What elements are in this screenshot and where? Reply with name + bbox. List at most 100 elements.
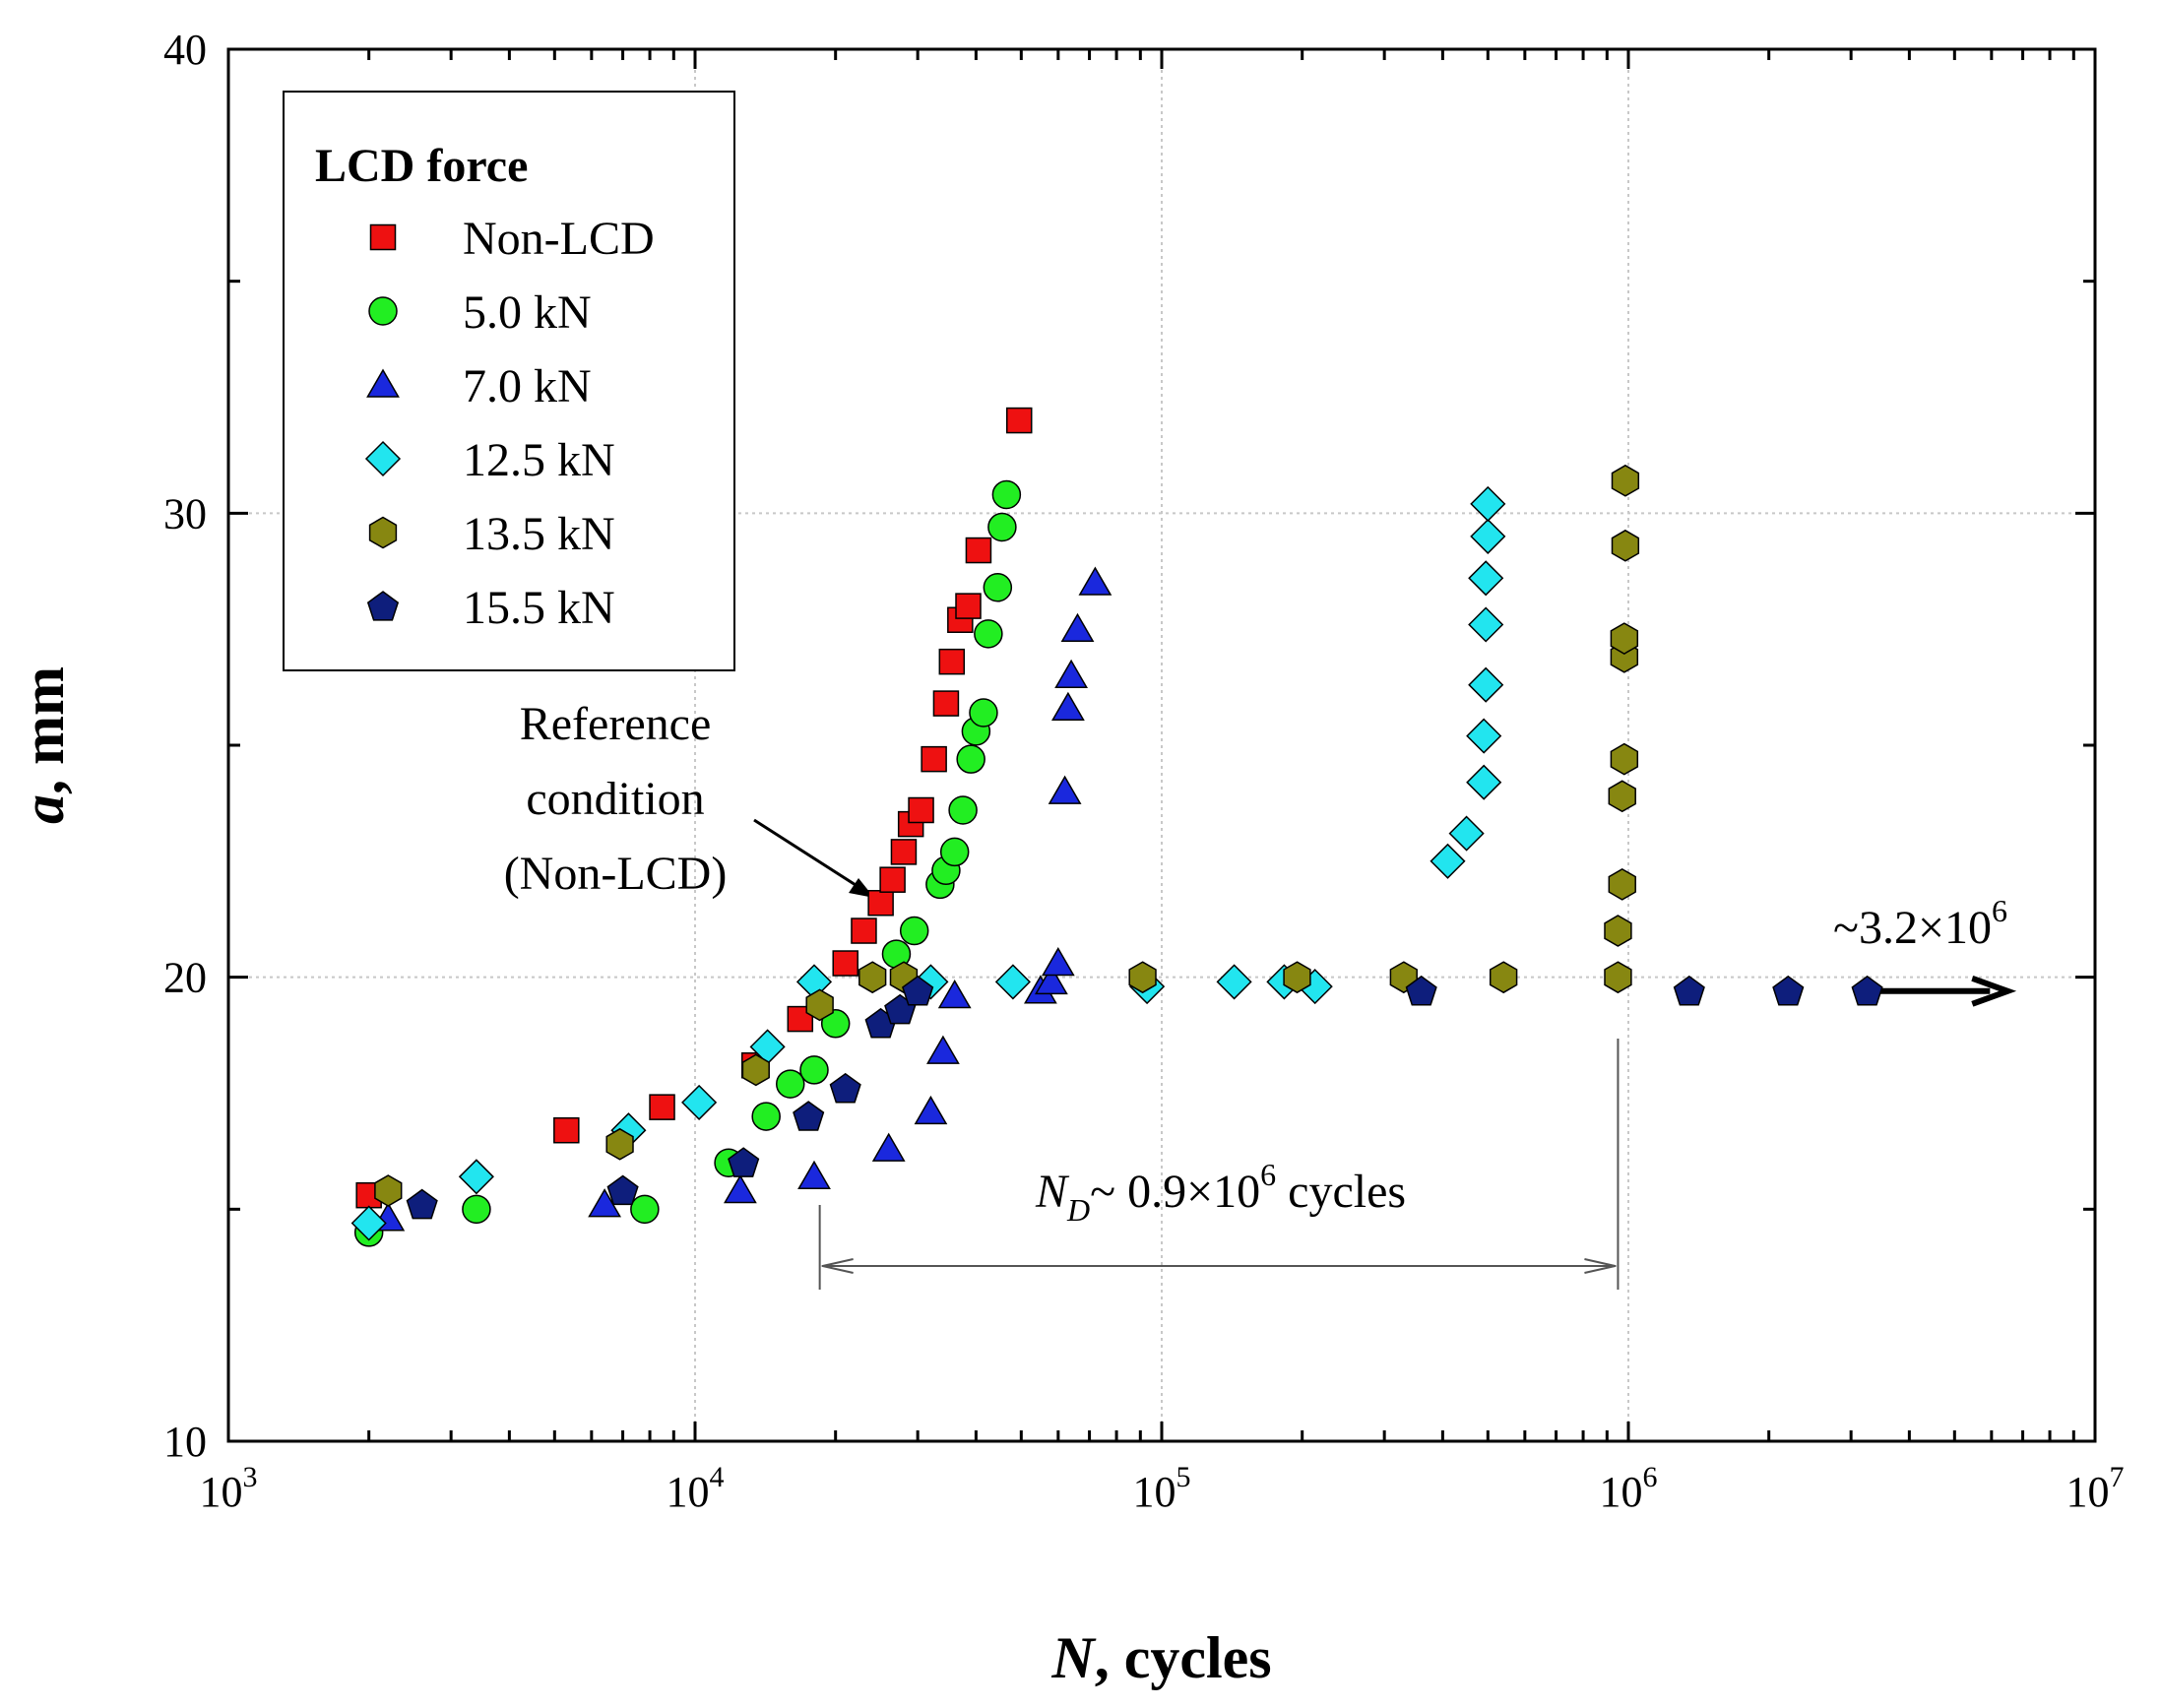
- data-point: [797, 1160, 831, 1190]
- data-point: [938, 648, 966, 675]
- x-tick-label: 103: [200, 1461, 258, 1516]
- y-tick-label: 30: [163, 489, 207, 538]
- data-point: [1042, 946, 1075, 977]
- data-point: [908, 796, 934, 824]
- data-point: [776, 1069, 805, 1099]
- data-point: [902, 975, 934, 1006]
- runout-superscript: 6: [1992, 893, 2007, 928]
- legend-marker: [368, 516, 398, 549]
- data-point: [1610, 622, 1639, 655]
- data-point: [890, 839, 918, 865]
- data-point: [956, 744, 985, 774]
- data-point: [1405, 975, 1437, 1006]
- legend-label: 15.5 kN: [463, 582, 615, 634]
- data-point: [851, 917, 877, 944]
- x-axis-title: N, cycles: [1050, 1625, 1271, 1690]
- nd-unit: cycles: [1276, 1166, 1406, 1218]
- runout-label: ~3.2×106: [1833, 893, 2007, 954]
- data-point: [983, 572, 1013, 602]
- x-tick-label: 104: [667, 1461, 725, 1516]
- data-point: [974, 619, 1003, 649]
- data-point: [462, 1194, 491, 1225]
- nd-value: ~ 0.9×10: [1090, 1166, 1260, 1218]
- data-point: [937, 980, 972, 1009]
- data-point: [374, 1174, 403, 1207]
- data-point: [1054, 659, 1088, 689]
- data-point: [1466, 718, 1502, 754]
- data-point: [805, 988, 834, 1022]
- nd-right-arrowhead: [1584, 1258, 1616, 1274]
- data-point: [932, 690, 960, 717]
- data-point: [948, 795, 978, 825]
- grid-lines: [228, 49, 2095, 1441]
- x-tick-exponent: 4: [710, 1461, 725, 1493]
- y-tick-label: 10: [163, 1418, 207, 1466]
- legend-title: LCD force: [315, 140, 528, 192]
- data-point: [955, 593, 982, 619]
- nd-subscript: D: [1066, 1192, 1090, 1228]
- y-axis-variable: a: [11, 794, 76, 824]
- legend-marker: [369, 223, 397, 251]
- data-point: [1005, 407, 1033, 434]
- data-point: [1604, 915, 1632, 947]
- data-point: [1060, 612, 1095, 642]
- data-point: [987, 512, 1017, 542]
- legend-box: [283, 91, 735, 671]
- x-tick-label: 105: [1133, 1461, 1191, 1516]
- data-point: [1489, 961, 1518, 994]
- data-point: [1673, 975, 1705, 1006]
- data-point: [829, 1072, 861, 1104]
- data-point: [926, 1035, 960, 1064]
- data-point: [858, 961, 887, 994]
- data-point: [1128, 961, 1157, 994]
- reference-arrow-shaft: [753, 818, 867, 894]
- data-point: [406, 1188, 438, 1220]
- data-point: [728, 1147, 760, 1177]
- data-point: [1470, 518, 1506, 554]
- legend-marker: [366, 368, 400, 398]
- y-axis-title: a, mm: [11, 666, 76, 824]
- data-point: [921, 745, 947, 773]
- reference-label-line: Reference: [520, 698, 712, 750]
- data-point: [1078, 566, 1112, 596]
- data-point: [1466, 764, 1502, 800]
- legend-label: 5.0 kN: [463, 286, 592, 339]
- x-tick-exponent: 3: [243, 1461, 258, 1493]
- runout-value: ~3.2×10: [1833, 902, 1992, 954]
- data-points: [350, 407, 1883, 1247]
- x-tick-exponent: 6: [1643, 1461, 1658, 1493]
- data-point: [871, 1132, 906, 1162]
- data-point: [1051, 691, 1085, 722]
- x-axis-unit: , cycles: [1095, 1625, 1272, 1690]
- data-point: [1608, 780, 1636, 813]
- legend-marker: [364, 440, 402, 477]
- data-point: [630, 1194, 660, 1225]
- series-15-5-kn: [406, 975, 1883, 1220]
- reference-label-line: condition: [526, 773, 704, 825]
- legend-label: Non-LCD: [463, 213, 655, 265]
- series-non-lcd: [355, 407, 1033, 1209]
- nd-label: ND~ 0.9×106 cycles: [1035, 1157, 1406, 1228]
- x-tick-label: 106: [1600, 1461, 1658, 1516]
- nd-symbol: N: [1035, 1166, 1070, 1218]
- data-point: [1470, 485, 1506, 522]
- data-point: [588, 1188, 621, 1218]
- x-tick-mantissa: 10: [1133, 1468, 1176, 1516]
- data-point: [820, 1009, 851, 1039]
- data-point: [991, 479, 1022, 510]
- nd-superscript: 6: [1260, 1157, 1276, 1192]
- data-point: [350, 1205, 387, 1241]
- x-tick-exponent: 7: [2110, 1461, 2125, 1493]
- data-point: [606, 1174, 639, 1206]
- data-point: [1611, 529, 1640, 562]
- data-point: [1468, 560, 1504, 597]
- data-point: [1216, 964, 1252, 1000]
- runout-arrow-head: [1971, 975, 2017, 1007]
- x-tick-label: 107: [2066, 1461, 2125, 1516]
- data-point: [867, 890, 894, 917]
- x-axis-variable: N: [1050, 1625, 1097, 1690]
- data-point: [1283, 961, 1311, 994]
- data-point: [605, 1127, 634, 1161]
